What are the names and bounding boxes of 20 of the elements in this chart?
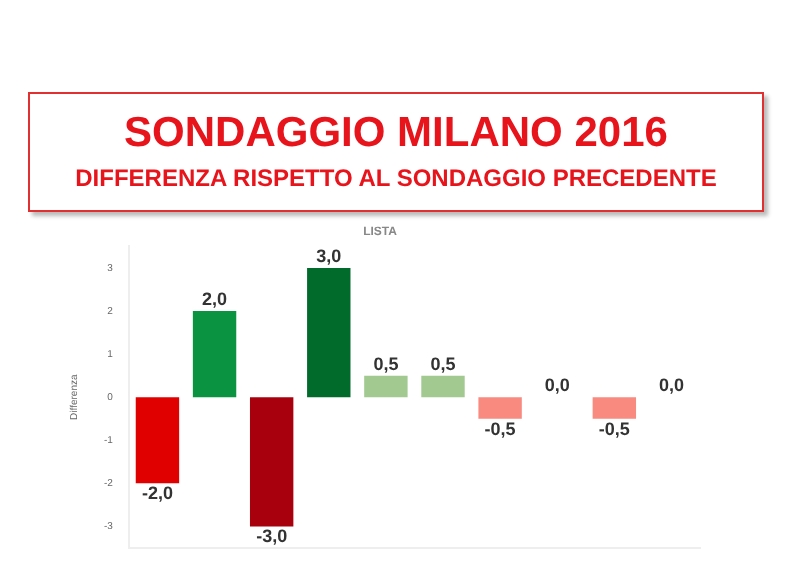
data-label: 0,0	[544, 375, 570, 396]
bar	[192, 311, 237, 398]
data-label: 2,0	[202, 289, 228, 309]
data-label: -3,0	[256, 526, 288, 547]
data-label: -0,5	[598, 418, 630, 439]
bar	[364, 375, 408, 398]
bar	[249, 397, 294, 527]
data-label: 0,5	[373, 353, 399, 374]
data-label: 0,5	[430, 353, 456, 374]
data-label: 3,0	[316, 245, 342, 266]
data-label: -0,5	[484, 418, 516, 439]
bar	[135, 397, 180, 484]
bar	[478, 397, 522, 419]
chart-title: SONDAGGIO MILANO 2016	[122, 110, 670, 158]
bar	[592, 397, 637, 419]
bar	[421, 375, 465, 398]
chart-subtitle: DIFFERENZA RISPETTO AL SONDAGGIO PRECEDENTE	[73, 164, 719, 192]
data-label: 0,0	[658, 375, 684, 396]
data-label: -2,0	[141, 483, 173, 504]
bar	[307, 267, 351, 398]
